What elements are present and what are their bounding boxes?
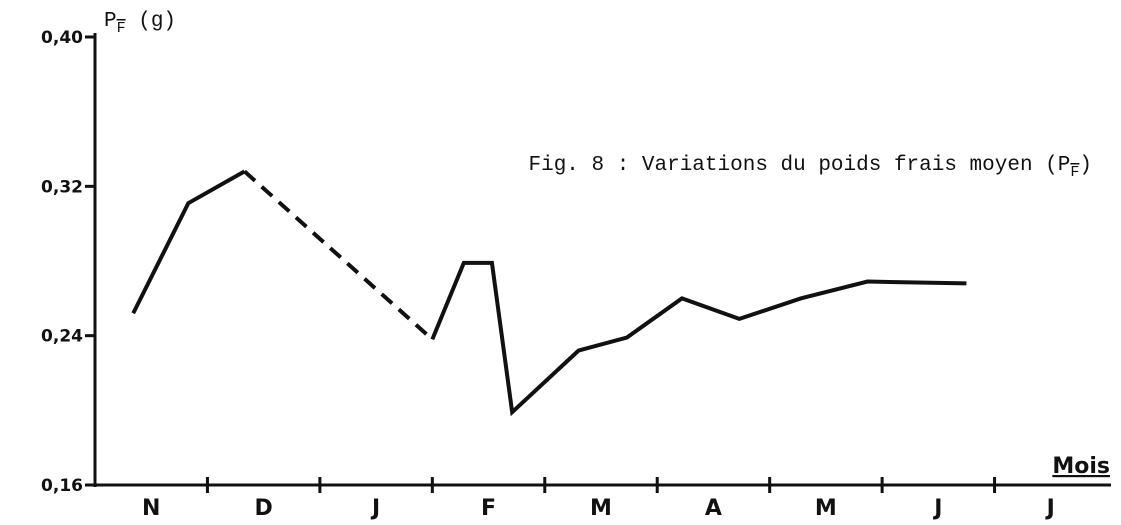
dashed-line [243, 169, 434, 341]
x-tick-label: J [370, 496, 380, 521]
x-tick-label: J [932, 496, 942, 521]
x-tick-label: N [142, 496, 160, 521]
y-tick-label: 0,32 [41, 177, 83, 197]
y-axis-label: PF (g) [104, 10, 176, 37]
data-line [131, 169, 246, 315]
data-line [430, 260, 967, 417]
y-label-sub: F [117, 20, 126, 37]
y-tick-label: 0,16 [41, 476, 83, 496]
title-end: ) [1079, 154, 1092, 177]
y-label-main: P [104, 10, 117, 33]
x-axis-label: Mois [1052, 454, 1110, 479]
x-tick-label: J [1045, 496, 1055, 521]
x-tick-label: F [481, 496, 496, 521]
x-tick-label: M [815, 496, 837, 521]
x-tick-label: A [705, 496, 722, 521]
title-main: Fig. 8 : Variations du poids frais moyen… [528, 154, 1070, 177]
y-tick-label: 0,40 [41, 28, 83, 48]
x-tick-label: M [590, 496, 612, 521]
y-label-unit: (g) [126, 10, 176, 33]
x-tick-label: D [255, 496, 273, 521]
y-tick-label: 0,24 [41, 327, 83, 347]
title-sub: F [1070, 164, 1079, 181]
chart-title: Fig. 8 : Variations du poids frais moyen… [528, 154, 1092, 181]
